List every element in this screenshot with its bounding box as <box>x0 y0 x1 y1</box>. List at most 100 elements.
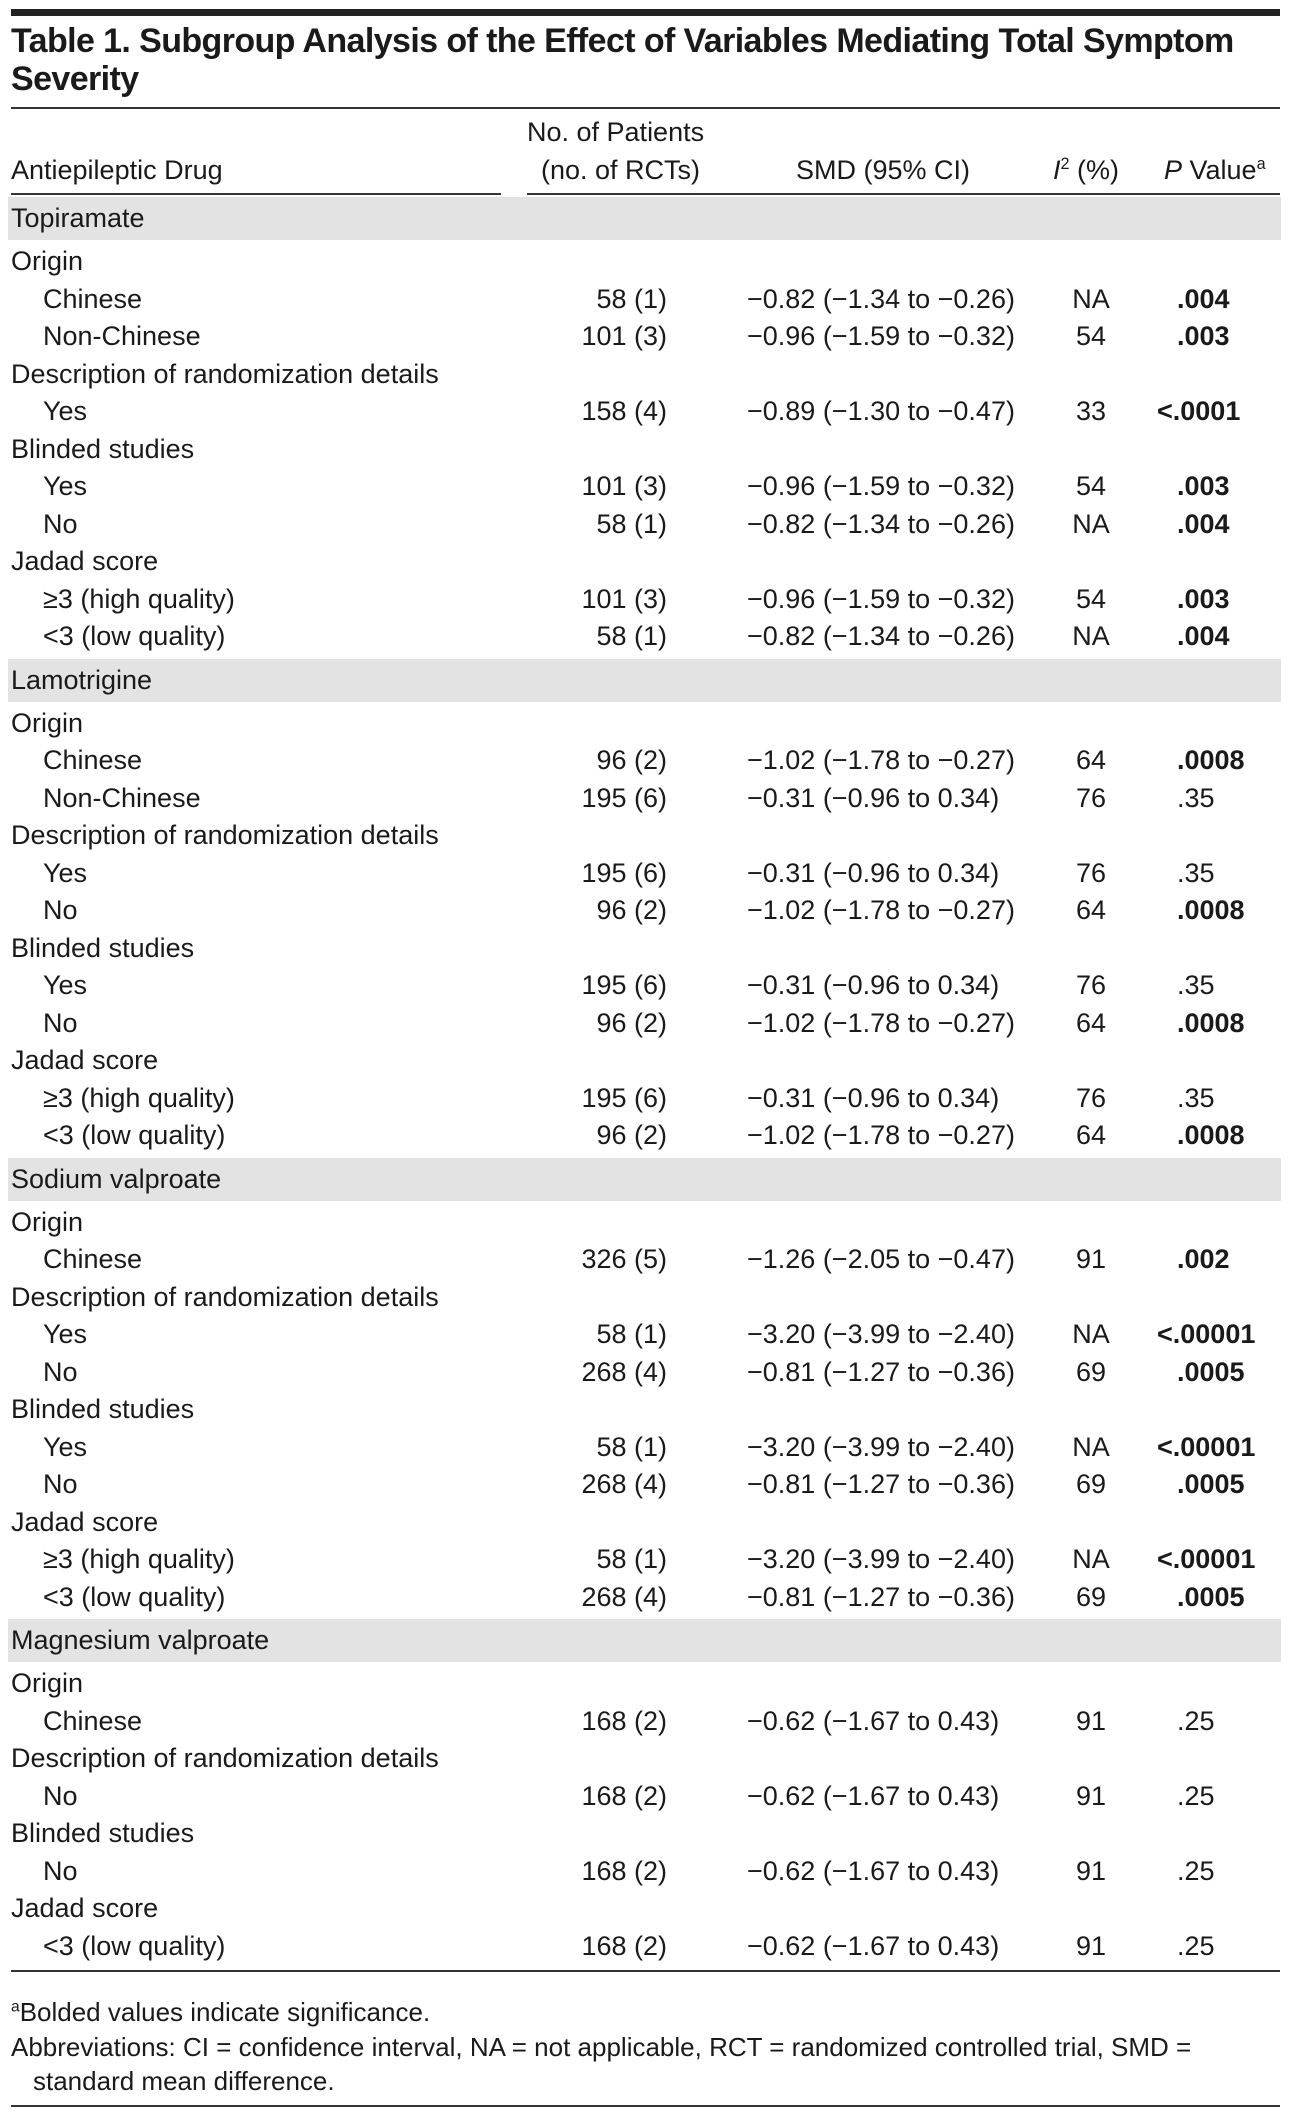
table-row: Yes 158 (4) −0.89 (−1.30 to −0.47) 33 <.0001 <box>0 393 1289 431</box>
table-row: No 268 (4) −0.81 (−1.27 to −0.36) 69 .0005 <box>0 1354 1289 1392</box>
p-value: .0008 <box>1177 1007 1245 1038</box>
table-row: Non-Chinese 101 (3) −0.96 (−1.59 to −0.32)… <box>0 318 1289 356</box>
patients-count: 96 (2) <box>596 1007 667 1038</box>
row-label: No <box>43 895 78 925</box>
subgroup-label: Description of randomization details <box>11 820 439 850</box>
row-label: Chinese <box>43 745 143 775</box>
p-value: .25 <box>1177 1930 1215 1961</box>
p-value: .0005 <box>1177 1356 1245 1387</box>
patients-count: 268 (4) <box>581 1581 667 1612</box>
smd-value: −0.31 (−0.96 to 0.34) <box>747 970 1000 1000</box>
footnote-bottom-rule <box>11 2105 1280 2107</box>
i2-value: 69 <box>1075 1469 1107 1499</box>
patients-count: 58 (1) <box>596 508 667 539</box>
smd-value: −1.02 (−1.78 to −0.27) <box>747 1007 1015 1038</box>
smd-value: −1.26 (−2.05 to −0.47) <box>747 1244 1015 1274</box>
patients-count: 96 (2) <box>596 895 667 925</box>
subgroup-header: Jadad score <box>0 1504 1289 1542</box>
table-row: Yes 195 (6) −0.31 (−0.96 to 0.34) 76 .35 <box>0 855 1289 893</box>
drug-name: Lamotrigine <box>11 664 153 695</box>
subgroup-label: Origin <box>11 1206 84 1237</box>
row-label: ≥3 (high quality) <box>43 583 235 614</box>
table-bottom-rule <box>11 1970 1280 1972</box>
table-row: Yes 58 (1) −3.20 (−3.99 to −2.40) NA <.00001 <box>0 1316 1289 1354</box>
subgroup-label: Jadad score <box>11 1045 159 1075</box>
i2-value: 91 <box>1075 1930 1107 1961</box>
footnote-a: aBolded values indicate significance. <box>11 1995 1261 2029</box>
i2-value: 54 <box>1075 471 1107 501</box>
smd-value: −0.31 (−0.96 to 0.34) <box>747 1082 1000 1113</box>
header-patients-line2: (no. of RCTs) <box>541 155 701 185</box>
row-label: Yes <box>43 1319 88 1349</box>
drug-group-header: Sodium valproate <box>8 1157 1281 1201</box>
table-row: Chinese 96 (2) −1.02 (−1.78 to −0.27) 64 .00… <box>0 742 1289 780</box>
drug-group-header: Lamotrigine <box>8 658 1281 702</box>
patients-count: 101 (3) <box>581 471 667 501</box>
p-value: .25 <box>1177 1855 1215 1886</box>
header-p-label: Value <box>1182 155 1257 185</box>
i2-value: 54 <box>1075 583 1107 614</box>
smd-value: −0.82 (−1.34 to −0.26) <box>747 283 1015 314</box>
table-row: Chinese 168 (2) −0.62 (−1.67 to 0.43) 91 .25 <box>0 1703 1289 1741</box>
patients-count: 268 (4) <box>581 1469 667 1499</box>
i2-value: 69 <box>1075 1581 1107 1612</box>
row-label: Yes <box>43 471 88 501</box>
p-value: .004 <box>1177 283 1230 314</box>
subgroup-header: Description of randomization details <box>0 817 1289 855</box>
subgroup-label: Blinded studies <box>11 932 195 963</box>
row-label: No <box>43 1855 78 1886</box>
table-row: No 96 (2) −1.02 (−1.78 to −0.27) 64 .0008 <box>0 1005 1289 1043</box>
footnote-a-text: Bolded values indicate significance. <box>19 1997 431 2027</box>
i2-value: NA <box>1072 1544 1110 1574</box>
row-label: <3 (low quality) <box>43 621 226 651</box>
patients-count: 58 (1) <box>596 1544 667 1574</box>
table-row: No 168 (2) −0.62 (−1.67 to 0.43) 91 .25 <box>0 1778 1289 1816</box>
i2-value: 91 <box>1075 1705 1107 1736</box>
table-row: No 58 (1) −0.82 (−1.34 to −0.26) NA .004 <box>0 506 1289 544</box>
subgroup-header: Origin <box>0 1665 1289 1703</box>
p-value: <.0001 <box>1157 396 1241 426</box>
i2-value: NA <box>1072 283 1110 314</box>
smd-value: −3.20 (−3.99 to −2.40) <box>747 1431 1015 1462</box>
subgroup-label: Description of randomization details <box>11 358 439 389</box>
i2-value: 64 <box>1075 1007 1107 1038</box>
p-value: .25 <box>1177 1780 1215 1811</box>
row-label: Yes <box>43 857 88 888</box>
table-row: Yes 101 (3) −0.96 (−1.59 to −0.32) 54 .003 <box>0 468 1289 506</box>
patients-count: 158 (4) <box>581 396 667 426</box>
patients-count: 268 (4) <box>581 1356 667 1387</box>
i2-value: NA <box>1072 621 1110 651</box>
p-value: .0008 <box>1177 895 1245 925</box>
smd-value: −1.02 (−1.78 to −0.27) <box>747 895 1015 925</box>
p-value: <.00001 <box>1157 1319 1256 1349</box>
p-value: .0005 <box>1177 1581 1245 1612</box>
subgroup-header: Origin <box>0 1204 1289 1242</box>
patients-count: 101 (3) <box>581 583 667 614</box>
patients-count: 58 (1) <box>596 283 667 314</box>
table-row: Yes 195 (6) −0.31 (−0.96 to 0.34) 76 .35 <box>0 967 1289 1005</box>
i2-value: 33 <box>1075 396 1107 426</box>
table-row: Yes 58 (1) −3.20 (−3.99 to −2.40) NA <.00001 <box>0 1429 1289 1467</box>
table-row: No 268 (4) −0.81 (−1.27 to −0.36) 69 .0005 <box>0 1466 1289 1504</box>
smd-value: −0.96 (−1.59 to −0.32) <box>747 583 1015 614</box>
row-label: No <box>43 1780 78 1811</box>
p-value: .0008 <box>1177 1120 1245 1150</box>
header-i2: I2 (%) <box>1053 151 1119 189</box>
subgroup-label: Origin <box>11 1668 84 1698</box>
table-row: <3 (low quality) 58 (1) −0.82 (−1.34 to −0… <box>0 618 1289 656</box>
subgroup-label: Blinded studies <box>11 433 195 464</box>
footnote-abbreviations: Abbreviations: CI = confidence interval,… <box>11 2032 1192 2096</box>
row-label: <3 (low quality) <box>43 1930 226 1961</box>
p-value: .0005 <box>1177 1469 1245 1499</box>
p-value: .35 <box>1177 1082 1215 1113</box>
subgroup-header: Jadad score <box>0 1890 1289 1928</box>
patients-count: 168 (2) <box>581 1705 667 1736</box>
table-row: No 96 (2) −1.02 (−1.78 to −0.27) 64 .0008 <box>0 892 1289 930</box>
i2-value: 64 <box>1075 895 1107 925</box>
subgroup-label: Blinded studies <box>11 1394 195 1424</box>
smd-value: −3.20 (−3.99 to −2.40) <box>747 1319 1015 1349</box>
row-label: ≥3 (high quality) <box>43 1544 235 1574</box>
i2-value: 76 <box>1075 1082 1107 1113</box>
subgroup-label: Description of randomization details <box>11 1281 439 1312</box>
patients-count: 168 (2) <box>581 1855 667 1886</box>
